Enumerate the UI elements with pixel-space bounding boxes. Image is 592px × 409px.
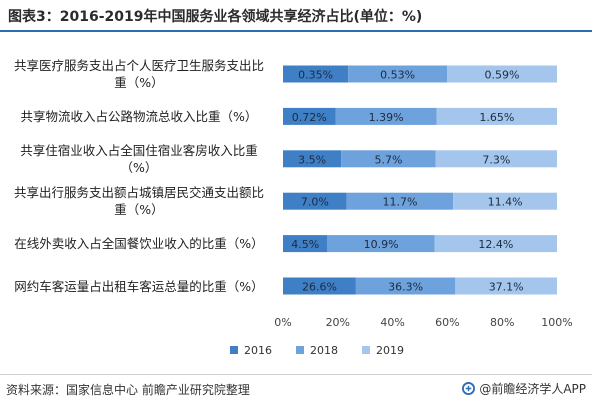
chart-title: 图表3：2016-2019年中国服务业各领域共享经济占比(单位：%) <box>8 9 423 25</box>
legend-label: 2018 <box>310 343 338 357</box>
bar-segment-2019 <box>455 277 557 295</box>
category-label: 共享出行服务支出额占城镇居民交通支出额比重（%） <box>13 185 264 218</box>
data-label: 7.3% <box>482 153 510 166</box>
bar-segment-2018 <box>346 192 454 210</box>
bar-segment-2019 <box>435 150 557 168</box>
legend-item-2016: 2016 <box>230 344 272 357</box>
bar-segment-2016 <box>283 107 336 125</box>
bar-segment-2018 <box>327 235 435 253</box>
bar-segment-2018 <box>341 150 436 168</box>
bar-segment-2016 <box>283 150 342 168</box>
title-divider <box>0 30 592 32</box>
bar-segment-2016 <box>283 192 347 210</box>
data-label: 4.5% <box>291 238 319 251</box>
x-tick-label: 60% <box>435 316 459 329</box>
data-label: 0.72% <box>292 111 327 124</box>
x-tick-label: 0% <box>274 316 291 329</box>
data-label: 5.7% <box>374 153 402 166</box>
legend-swatch <box>230 346 238 354</box>
data-label: 26.6% <box>302 281 337 294</box>
data-label: 7.0% <box>301 196 329 209</box>
bar-segment-2019 <box>434 235 557 253</box>
legend-item-2018: 2018 <box>296 344 338 357</box>
bar-segment-2016 <box>283 277 356 295</box>
legend-label: 2016 <box>244 343 272 357</box>
legend-item-2019: 2019 <box>362 344 404 357</box>
data-label: 0.59% <box>485 69 520 82</box>
category-label: 在线外卖收入占全国餐饮业收入的比重（%） <box>14 236 264 252</box>
legend-label: 2019 <box>376 343 404 357</box>
stacked-bar-chart: 0.35% 0.53% 0.59% 0.72% 1.39% 1.65% 3.5% 5.7% 7.… <box>274 65 573 329</box>
x-tick-label: 80% <box>490 316 514 329</box>
chart-legend: 2016 2018 2019 <box>230 342 404 358</box>
data-label: 1.39% <box>369 111 404 124</box>
bar-segment-2018 <box>335 107 437 125</box>
x-tick-label: 40% <box>380 316 404 329</box>
bar-segment-2019 <box>453 192 557 210</box>
category-label: 网约车客运量占出租车客运总量的比重（%） <box>14 278 264 294</box>
x-tick-label: 20% <box>326 316 350 329</box>
data-label: 0.53% <box>380 69 415 82</box>
source-note: 资料来源：国家信息中心 前瞻产业研究院整理 <box>6 383 250 397</box>
category-label: 共享医疗服务支出占个人医疗卫生服务支出比重（%） <box>13 58 264 90</box>
data-label: 11.4% <box>488 196 523 209</box>
data-label: 11.7% <box>382 196 417 209</box>
data-label: 10.9% <box>364 238 399 251</box>
x-tick-label: 100% <box>541 316 572 329</box>
legend-swatch <box>362 346 370 354</box>
data-label: 0.35% <box>298 69 333 82</box>
legend-swatch <box>296 346 304 354</box>
data-label: 36.3% <box>388 281 423 294</box>
bar-segment-2016 <box>283 65 349 83</box>
category-label: 共享住宿业收入占全国住宿业客房收入比重（%） <box>20 142 258 175</box>
data-label: 1.65% <box>479 111 514 124</box>
bar-segment-2016 <box>283 235 328 253</box>
data-label: 37.1% <box>489 281 524 294</box>
brand-label: @前瞻经济学人APP <box>479 382 586 396</box>
bar-segment-2018 <box>348 65 448 83</box>
brand-logo-icon <box>462 382 476 395</box>
data-label: 3.5% <box>298 153 326 166</box>
footer-divider <box>0 374 592 375</box>
data-label: 12.4% <box>478 238 513 251</box>
brand-credit: @前瞻经济学人APP <box>462 380 586 397</box>
bar-segment-2018 <box>355 277 456 295</box>
bar-segment-2019 <box>436 107 557 125</box>
category-label: 共享物流收入占公路物流总收入比重（%） <box>20 108 258 124</box>
bar-segment-2019 <box>447 65 557 83</box>
